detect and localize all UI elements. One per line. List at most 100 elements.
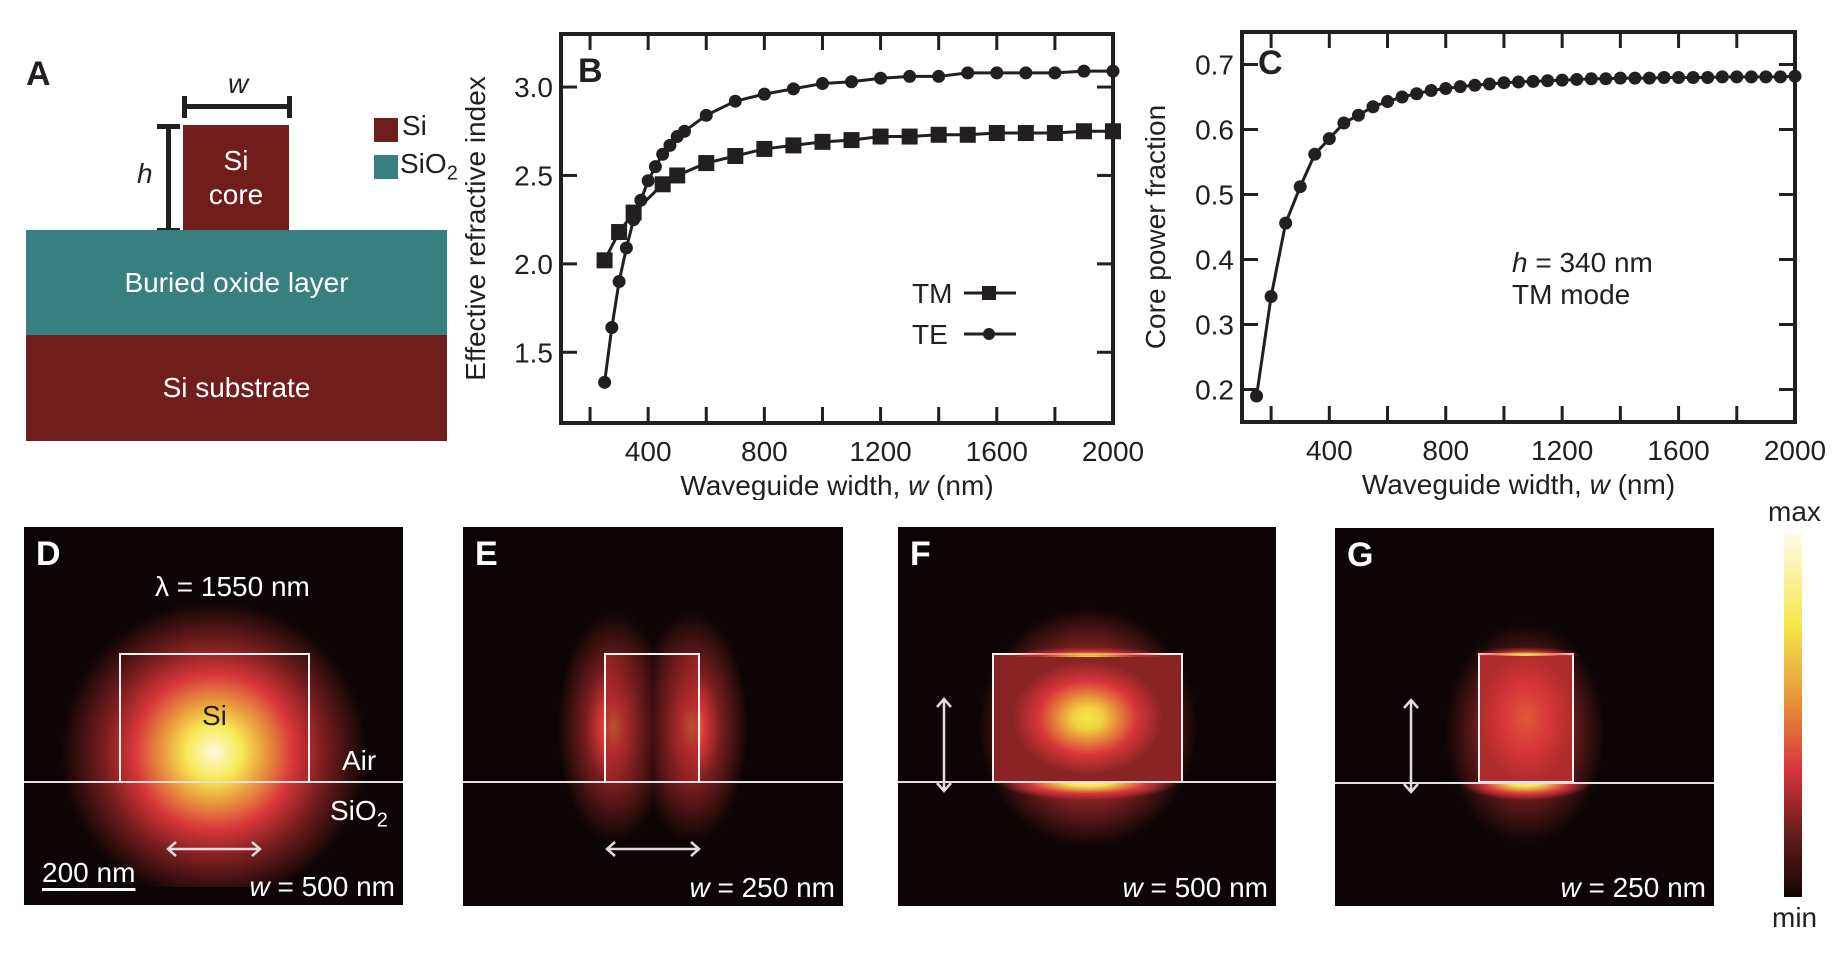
colorbar-min-label: min — [1772, 902, 1818, 933]
data-point-b-te — [903, 69, 917, 83]
panel-e-label: E — [475, 535, 498, 573]
x-tick-label-b: 1200 — [849, 436, 911, 467]
data-point-b-te — [961, 66, 975, 80]
legend-label-si: Si — [402, 110, 427, 141]
x-axis-label-b: Waveguide width, w (nm) — [680, 470, 993, 500]
data-point-b-tm — [959, 126, 976, 143]
y-tick-label-c: 0.4 — [1195, 245, 1234, 276]
data-point-b-te — [845, 75, 859, 89]
data-point-b-tm — [727, 148, 744, 165]
data-point-c-tm — [1788, 69, 1802, 83]
buried-oxide-label: Buried oxide layer — [124, 266, 349, 298]
x-tick-label-b: 800 — [741, 436, 788, 467]
x-axis-label-c: Waveguide width, w (nm) — [1362, 469, 1675, 500]
core-outline-g — [1478, 653, 1574, 783]
data-point-c-tm — [1395, 90, 1409, 104]
panel-f-label: F — [910, 535, 931, 573]
width-label-g: w = 250 nm — [1560, 872, 1706, 904]
buried-oxide-layer: Buried oxide layer — [26, 230, 447, 335]
data-point-b-te — [648, 160, 662, 174]
data-point-b-tm — [611, 224, 628, 241]
si-core-label-line2: core — [208, 179, 264, 210]
data-point-b-te — [1019, 66, 1033, 80]
data-point-b-te — [619, 241, 633, 255]
core-outline-e — [604, 653, 700, 783]
data-point-b-te — [728, 94, 742, 108]
data-point-b-te — [627, 213, 641, 227]
data-point-b-te — [1077, 64, 1091, 78]
data-point-b-te — [656, 147, 670, 161]
data-point-b-tm — [1105, 123, 1121, 140]
y-tick-label-c: 0.5 — [1195, 180, 1234, 211]
panel-c-label: C — [1258, 44, 1283, 82]
data-point-b-tm — [785, 137, 802, 154]
substrate-interface-e — [463, 781, 843, 783]
data-point-c-tm — [1410, 87, 1424, 101]
legend-label-sio2: SiO2 — [400, 148, 458, 186]
data-point-b-te — [663, 138, 677, 152]
x-tick-label-b: 1600 — [966, 436, 1028, 467]
air-label: Air — [342, 745, 377, 776]
x-axis-label-var-b: w — [908, 470, 930, 500]
x-axis-label-prefix-c: Waveguide width, — [1362, 469, 1590, 500]
data-point-c-tm — [1424, 84, 1438, 97]
field-top-edge-g — [1470, 638, 1582, 656]
width-var-g: w — [1560, 872, 1581, 903]
data-point-c-tm — [1744, 70, 1758, 84]
data-point-b-tm — [988, 125, 1005, 142]
data-point-c-tm — [1322, 132, 1336, 146]
chart-b: 400 800 1200 1600 2000 1.5 2.0 2.5 3.0 Waveguide … — [460, 32, 1144, 500]
legend-swatch-sio2 — [374, 155, 398, 179]
data-point-c-tm — [1715, 70, 1729, 84]
data-point-b-te — [786, 82, 800, 96]
chart-c: 400 800 1200 1600 2000 0.2 0.3 0.4 0.5 0.6 0.7 Wave… — [1140, 30, 1826, 500]
panel-b-label: B — [578, 52, 603, 90]
legend-label-sio2-sub: 2 — [446, 162, 458, 185]
data-point-c-tm — [1642, 71, 1656, 85]
field-intensity-d — [44, 587, 384, 887]
data-point-b-tm — [1017, 125, 1034, 142]
data-point-c-tm — [1570, 72, 1584, 86]
data-point-b-tm — [843, 132, 860, 149]
data-point-b-te — [815, 77, 829, 91]
data-point-c-tm — [1584, 72, 1598, 86]
data-point-c-tm — [1555, 73, 1569, 87]
y-axis-label-b: Effective refractive index — [460, 76, 491, 381]
legend-label-sio2-base: SiO — [400, 148, 447, 179]
width-symbol: w — [228, 68, 249, 99]
sio2-label: SiO2 — [330, 795, 388, 833]
x-axis-label-suffix-c: (nm) — [1610, 469, 1675, 500]
width-value-f: = 500 nm — [1142, 872, 1268, 903]
x-axis-label-prefix-b: Waveguide width, — [680, 470, 908, 500]
si-core-text: Si — [202, 700, 227, 731]
data-point-c-tm — [1541, 74, 1555, 88]
data-point-b-te — [598, 375, 612, 389]
x-tick-label-b: 400 — [625, 436, 672, 467]
series-line-b-te — [603, 69, 1113, 383]
data-point-b-te — [699, 108, 713, 122]
data-point-b-tm — [901, 128, 918, 145]
data-point-b-tm — [698, 155, 715, 172]
si-substrate-label: Si substrate — [162, 372, 311, 404]
data-point-b-te — [1048, 66, 1062, 80]
scale-bar-label: 200 nm — [42, 857, 136, 888]
annotation-height: h = 340 nm — [1512, 247, 1653, 278]
polarization-arrow-vertical-g — [1403, 698, 1419, 794]
data-point-b-te — [641, 174, 655, 188]
y-tick-label-b: 2.0 — [514, 249, 553, 280]
width-var-f: w — [1122, 872, 1143, 903]
si-core-label-line1: Si — [223, 145, 249, 177]
panel-g-label: G — [1347, 536, 1374, 574]
height-symbol: h — [137, 158, 153, 189]
data-point-c-tm — [1701, 71, 1715, 84]
y-tick-label-c: 0.6 — [1195, 115, 1234, 146]
data-point-c-tm — [1439, 82, 1453, 96]
data-point-c-tm — [1686, 71, 1700, 84]
y-tick-label-b: 3.0 — [514, 72, 553, 103]
data-point-c-tm — [1730, 70, 1744, 84]
data-point-c-tm — [1512, 75, 1525, 89]
width-label-e: w = 250 nm — [689, 872, 835, 904]
field-panel-f: F w = 500 nm — [898, 527, 1276, 906]
polarization-arrow-horizontal-e — [605, 841, 701, 857]
